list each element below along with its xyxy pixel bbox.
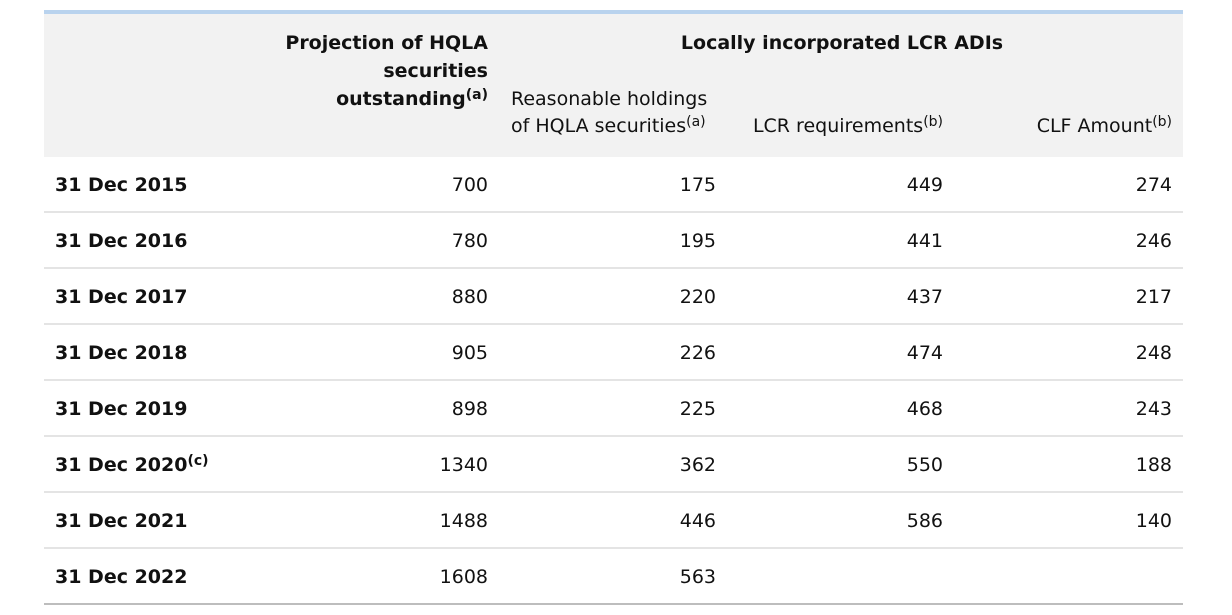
footnote-mark: (c) <box>187 453 209 469</box>
value-cell: 195 <box>679 230 716 252</box>
table-row: 31 Dec 2021 1488 446 586 140 <box>44 493 1183 549</box>
value-cell: 905 <box>451 342 488 364</box>
footnote-mark: (a) <box>465 87 488 103</box>
header-text: Reasonable holdings of HQLA securities <box>511 88 708 137</box>
row-label: 31 Dec 2019 <box>55 381 187 435</box>
value-cell: 898 <box>451 398 488 420</box>
footnote-mark: (a) <box>686 114 706 130</box>
value-cell: 362 <box>679 454 716 476</box>
footnote-mark: (b) <box>1152 114 1172 130</box>
header-text: Projection of HQLA securities outstandin… <box>285 32 488 110</box>
row-label-text: 31 Dec 2015 <box>55 174 188 196</box>
value-cell: 220 <box>679 286 716 308</box>
value-cell: 1488 <box>439 510 488 532</box>
value-cell: 449 <box>906 174 943 196</box>
header-cell: Projection of HQLA securities outstandin… <box>258 29 488 113</box>
row-label: 31 Dec 2018 <box>55 325 187 379</box>
row-label: 31 Dec 2016 <box>55 213 187 267</box>
value-cell: 188 <box>1135 454 1172 476</box>
header-text: CLF Amount <box>1036 115 1153 137</box>
value-cell: 441 <box>906 230 943 252</box>
value-cell: 880 <box>451 286 488 308</box>
value-cell: 700 <box>451 174 488 196</box>
value-cell: 217 <box>1135 286 1172 308</box>
table-row: 31 Dec 2020(c) 1340 362 550 188 <box>44 437 1183 493</box>
table-row: 31 Dec 2019 898 225 468 243 <box>44 381 1183 437</box>
row-label: 31 Dec 2017 <box>55 269 187 323</box>
row-label-text: 31 Dec 2022 <box>55 566 188 588</box>
header-cell: CLF Amount(b) <box>960 113 1172 140</box>
footnote-mark: (b) <box>923 114 943 130</box>
row-label: 31 Dec 2021 <box>55 493 187 547</box>
value-cell: 248 <box>1135 342 1172 364</box>
header-cell: LCR requirements(b) <box>730 113 943 140</box>
table-header <box>44 14 1183 157</box>
row-label: 31 Dec 2022 <box>55 549 187 603</box>
value-cell: 563 <box>679 566 716 588</box>
row-label-text: 31 Dec 2018 <box>55 342 188 364</box>
row-label-text: 31 Dec 2020 <box>55 454 188 476</box>
value-cell: 175 <box>679 174 716 196</box>
value-cell: 586 <box>906 510 943 532</box>
row-label: 31 Dec 2020(c) <box>55 437 209 491</box>
row-label-text: 31 Dec 2021 <box>55 510 188 532</box>
value-cell: 1608 <box>439 566 488 588</box>
row-label-text: 31 Dec 2016 <box>55 230 188 252</box>
group-header: Locally incorporated LCR ADIs <box>680 32 1004 54</box>
value-cell: 474 <box>906 342 943 364</box>
value-cell: 243 <box>1135 398 1172 420</box>
row-label-text: 31 Dec 2017 <box>55 286 188 308</box>
table-row: 31 Dec 2022 1608 563 <box>44 549 1183 605</box>
top-border <box>44 10 1183 14</box>
value-cell: 225 <box>679 398 716 420</box>
table-row: 31 Dec 2017 880 220 437 217 <box>44 269 1183 325</box>
row-label: 31 Dec 2015 <box>55 157 187 211</box>
value-cell: 274 <box>1135 174 1172 196</box>
header-text: LCR requirements <box>752 115 924 137</box>
header-cell: Reasonable holdings of HQLA securities(a… <box>511 86 726 140</box>
value-cell: 246 <box>1135 230 1172 252</box>
value-cell: 780 <box>451 230 488 252</box>
value-cell: 140 <box>1135 510 1172 532</box>
table-row: 31 Dec 2018 905 226 474 248 <box>44 325 1183 381</box>
value-cell: 437 <box>906 286 943 308</box>
value-cell: 550 <box>906 454 943 476</box>
table-row: 31 Dec 2015 700 175 449 274 <box>44 157 1183 213</box>
value-cell: 1340 <box>439 454 488 476</box>
value-cell: 226 <box>679 342 716 364</box>
value-cell: 446 <box>679 510 716 532</box>
value-cell: 468 <box>906 398 943 420</box>
table-row: 31 Dec 2016 780 195 441 246 <box>44 213 1183 269</box>
row-label-text: 31 Dec 2019 <box>55 398 188 420</box>
